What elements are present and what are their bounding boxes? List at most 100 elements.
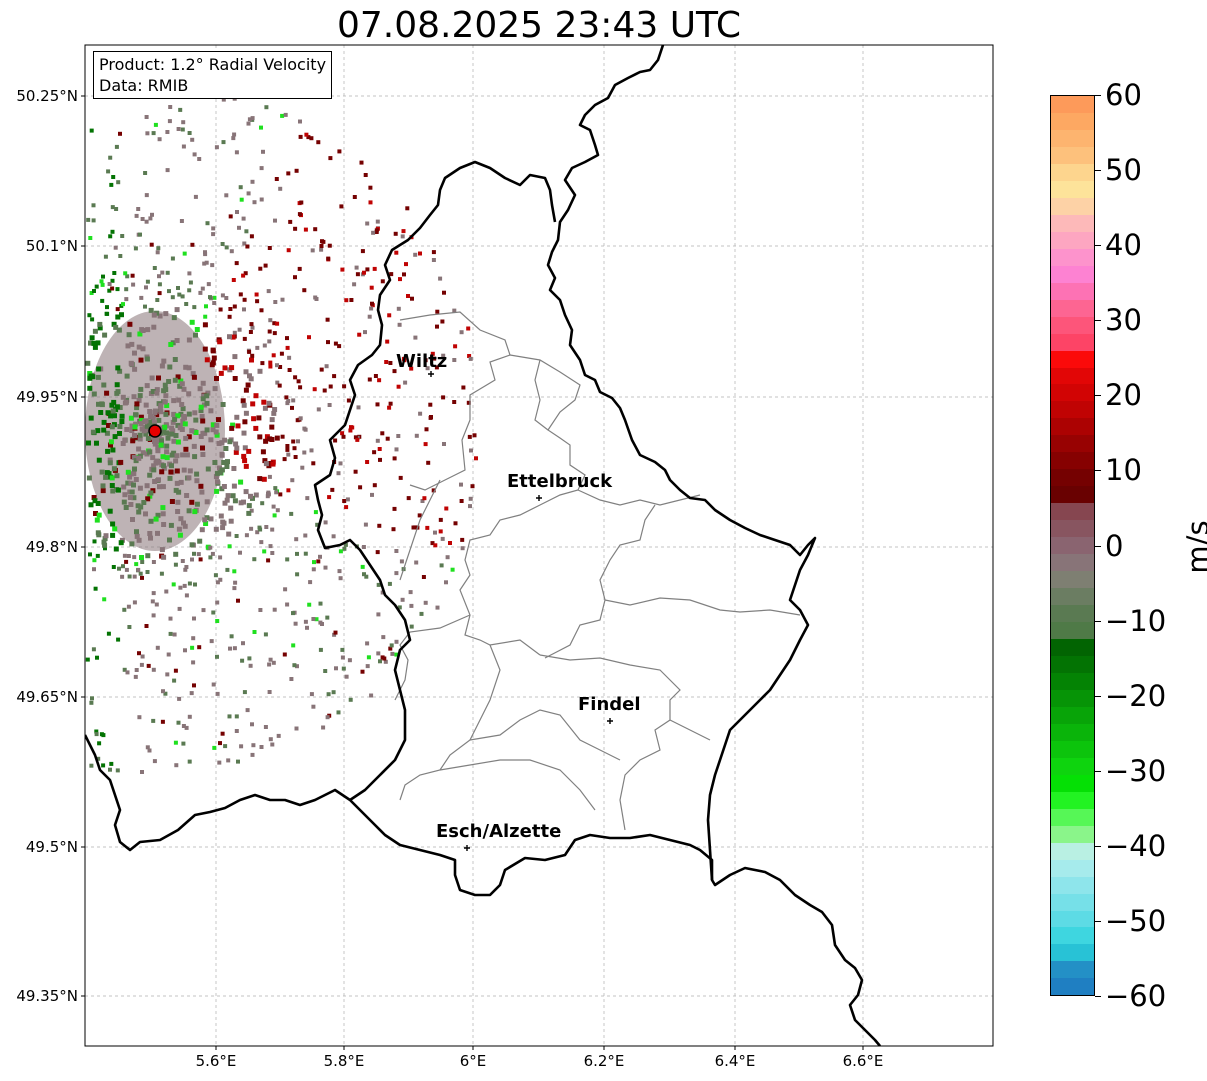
radar-echo-pixel <box>94 732 99 737</box>
radar-echo-pixel <box>204 499 210 505</box>
radar-echo-pixel <box>197 157 202 161</box>
radar-echo-pixel <box>453 344 458 349</box>
radar-echo-pixel <box>186 434 192 440</box>
radar-echo-pixel <box>143 431 149 437</box>
radar-echo-pixel <box>118 131 122 136</box>
radar-echo-pixel <box>460 537 465 542</box>
radar-echo-pixel <box>285 444 290 448</box>
radar-echo-pixel <box>266 558 271 563</box>
radar-echo-pixel <box>232 646 237 651</box>
radar-echo-pixel <box>198 290 203 295</box>
radar-echo-pixel <box>93 511 98 516</box>
radar-echo-pixel <box>160 484 166 490</box>
radar-echo-pixel <box>246 510 252 516</box>
radar-echo-pixel <box>331 690 336 695</box>
radar-echo-pixel <box>373 374 378 378</box>
radar-echo-pixel <box>104 470 110 476</box>
radar-echo-pixel <box>250 752 255 757</box>
radar-echo-pixel <box>91 495 97 500</box>
radar-echo-pixel <box>438 517 443 522</box>
city-label-ettelbruck: Ettelbruck <box>507 471 613 492</box>
radar-echo-pixel <box>168 616 173 621</box>
radar-echo-pixel <box>110 229 115 234</box>
radar-echo-pixel <box>313 510 318 515</box>
radar-echo-pixel <box>376 582 381 587</box>
radar-echo-pixel <box>274 177 279 181</box>
radar-echo-pixel <box>231 483 237 489</box>
radar-echo-pixel <box>140 575 144 580</box>
radar-echo-pixel <box>114 404 120 410</box>
radar-echo-pixel <box>266 289 271 294</box>
radar-echo-pixel <box>288 219 293 224</box>
radar-echo-pixel <box>145 279 150 284</box>
colorbar-segment <box>1051 520 1094 538</box>
radar-echo-pixel <box>388 401 393 406</box>
radar-echo-pixel <box>136 455 142 461</box>
radar-echo-pixel <box>227 334 232 340</box>
radar-echo-pixel <box>89 335 95 341</box>
radar-echo-pixel <box>217 760 222 765</box>
radar-echo-pixel <box>182 583 187 588</box>
radar-echo-pixel <box>271 504 276 509</box>
radar-echo-pixel <box>286 452 291 457</box>
radar-echo-pixel <box>136 567 141 572</box>
radar-echo-pixel <box>472 433 477 438</box>
radar-echo-pixel <box>176 526 182 532</box>
colorbar-segment <box>1051 554 1094 572</box>
radar-echo-pixel <box>171 438 177 444</box>
radar-echo-pixel <box>96 756 101 761</box>
city-label-wiltz: Wiltz <box>396 351 448 372</box>
radar-echo-pixel <box>242 419 248 425</box>
radar-echo-pixel <box>319 247 324 252</box>
radar-echo-pixel <box>290 478 295 483</box>
radar-echo-pixel <box>331 534 336 539</box>
radar-echo-pixel <box>238 479 244 485</box>
radar-echo-pixel <box>308 580 313 585</box>
radar-echo-pixel <box>124 373 130 379</box>
radar-echo-pixel <box>262 405 268 411</box>
radar-echo-pixel <box>287 355 292 360</box>
radar-echo-pixel <box>90 317 95 322</box>
radar-echo-pixel <box>267 461 273 466</box>
radar-echo-pixel <box>467 354 472 358</box>
lat-tick-label: 49.95°N <box>16 388 78 406</box>
radar-echo-pixel <box>169 499 175 504</box>
radar-echo-pixel <box>109 402 115 408</box>
radar-echo-pixel <box>321 239 326 244</box>
colorbar-tick-label: −30 <box>1105 753 1167 788</box>
radar-echo-pixel <box>158 442 164 448</box>
colorbar-tick-label: 60 <box>1105 78 1142 112</box>
radar-echo-pixel <box>127 495 133 500</box>
colorbar-segment <box>1051 571 1094 589</box>
radar-echo-pixel <box>168 342 174 347</box>
radar-echo-pixel <box>87 313 92 318</box>
radar-echo-pixel <box>228 518 234 524</box>
radar-echo-pixel <box>215 654 219 659</box>
radar-echo-pixel <box>186 475 192 481</box>
radar-echo-pixel <box>433 530 437 535</box>
radar-echo-pixel <box>214 432 220 438</box>
radar-echo-pixel <box>342 499 347 503</box>
radar-echo-pixel <box>133 412 138 418</box>
radar-echo-pixel <box>433 543 438 548</box>
radar-echo-pixel <box>338 461 343 466</box>
radar-echo-pixel <box>152 410 158 415</box>
radar-echo-pixel <box>260 361 265 366</box>
radar-echo-pixel <box>255 299 260 304</box>
radar-echo-pixel <box>444 580 448 585</box>
radar-echo-pixel <box>294 726 299 731</box>
radar-echo-pixel <box>239 197 244 202</box>
radar-echo-pixel <box>380 279 385 284</box>
radar-echo-pixel <box>249 526 254 531</box>
radar-echo-pixel <box>89 700 94 705</box>
radar-echo-pixel <box>184 725 189 730</box>
radar-echo-pixel <box>405 206 410 211</box>
radar-echo-pixel <box>303 227 308 232</box>
radar-echo-pixel <box>208 555 213 560</box>
radar-echo-pixel <box>320 622 324 626</box>
radar-echo-pixel <box>293 375 298 380</box>
radar-echo-pixel <box>145 496 151 502</box>
radar-echo-pixel <box>97 741 102 746</box>
radar-echo-pixel <box>365 664 370 669</box>
radar-echo-pixel <box>146 663 151 668</box>
